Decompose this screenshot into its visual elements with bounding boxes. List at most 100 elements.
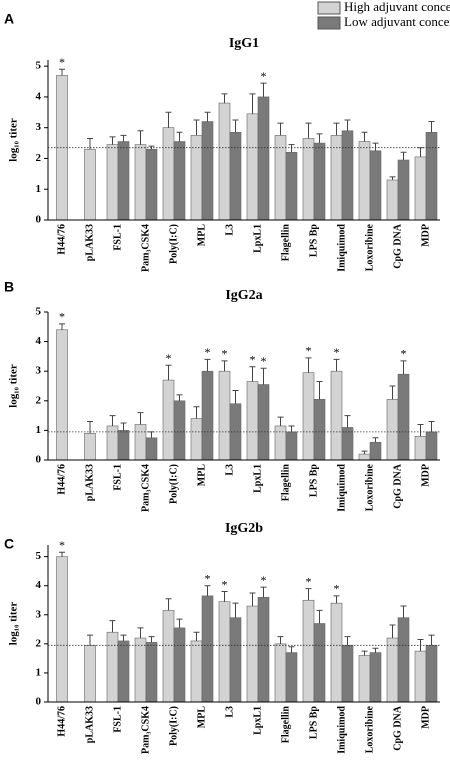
bar	[274, 425, 287, 461]
bar	[190, 640, 203, 703]
error-bar	[400, 151, 407, 160]
error-bar	[221, 591, 228, 602]
bar	[162, 127, 175, 221]
x-tick-label: LPS Bp	[308, 464, 319, 498]
bar	[145, 642, 158, 703]
error-bar	[137, 412, 144, 425]
y-tick-label: 0	[36, 454, 42, 466]
bar	[397, 373, 410, 461]
bar	[369, 150, 382, 221]
error-bar	[204, 358, 211, 372]
bar	[302, 138, 315, 221]
significance-marker: *	[334, 582, 340, 596]
error-bar	[120, 634, 127, 641]
significance-marker: *	[334, 345, 340, 359]
error-bar	[59, 68, 65, 76]
error-bar	[344, 636, 351, 646]
y-tick-label: 5	[36, 306, 42, 318]
x-tick-label: Imiquimod	[336, 706, 347, 754]
error-bar	[305, 122, 312, 139]
bar	[414, 436, 427, 461]
error-bar	[120, 134, 127, 142]
x-tick-label: pLAK33	[84, 464, 95, 501]
bar	[201, 370, 214, 461]
x-tick-label: Pam₃CSK4	[140, 706, 151, 754]
chart-title: IgG1	[229, 36, 259, 51]
bar	[229, 132, 242, 221]
x-tick-label: L3	[224, 224, 235, 236]
error-bar	[372, 437, 379, 443]
error-bar	[148, 636, 155, 643]
y-tick-label: 3	[36, 608, 42, 620]
error-bar	[165, 364, 172, 381]
significance-marker: *	[261, 69, 267, 83]
error-bar	[361, 450, 368, 455]
legend-label: High adjuvant concentration	[344, 0, 450, 14]
bar	[134, 144, 147, 221]
bar	[106, 425, 119, 461]
significance-marker: *	[261, 354, 267, 368]
x-tick-label: FSL-1	[112, 224, 123, 251]
significance-marker: *	[59, 310, 65, 324]
error-bar	[137, 627, 144, 639]
error-bar	[428, 421, 435, 432]
x-tick-label: Loxoribine	[364, 705, 375, 753]
panel-label: B	[4, 279, 14, 295]
error-bar	[120, 422, 127, 431]
error-bar	[400, 605, 407, 618]
bar	[425, 431, 438, 461]
bar	[302, 372, 315, 461]
x-tick-label: pLAK33	[84, 706, 95, 743]
bar	[425, 132, 438, 221]
significance-marker: *	[166, 351, 172, 365]
x-tick-label: MPL	[196, 706, 207, 729]
bar	[313, 399, 326, 461]
bar	[145, 148, 158, 221]
y-tick-label: 2	[36, 394, 42, 406]
error-bar	[277, 636, 284, 644]
bar	[84, 645, 96, 703]
y-tick-label: 4	[36, 90, 42, 102]
error-bar	[288, 646, 295, 653]
y-axis-label: log₁₀ titer	[8, 602, 20, 646]
error-bar	[372, 142, 379, 151]
x-tick-label: LpxL1	[252, 464, 263, 493]
x-tick-label: Poly(I:C)	[168, 464, 179, 504]
x-tick-label: LpxL1	[252, 224, 263, 253]
x-tick-label: Pam₃CSK4	[140, 464, 151, 512]
bar	[313, 623, 326, 703]
error-bar	[260, 367, 267, 385]
error-bar	[389, 176, 396, 180]
error-bar	[316, 609, 323, 624]
bar	[201, 121, 214, 221]
legend-swatch	[317, 16, 341, 30]
bar	[117, 640, 130, 703]
y-tick-label: 5	[36, 550, 42, 562]
x-tick-label: MDP	[420, 224, 431, 247]
significance-marker: *	[205, 571, 211, 585]
panel-label: C	[4, 536, 14, 552]
y-tick-label: 1	[36, 424, 42, 436]
bar	[369, 441, 382, 461]
y-tick-label: 0	[36, 214, 42, 226]
bar	[173, 627, 186, 703]
error-bar	[249, 592, 256, 607]
bar	[386, 637, 399, 703]
bar	[134, 637, 147, 703]
bar	[56, 556, 68, 703]
error-bar	[148, 431, 155, 438]
bar	[173, 141, 186, 221]
x-tick-label: Flagellin	[280, 224, 291, 262]
x-tick-label: FSL-1	[112, 706, 123, 733]
x-tick-label: pLAK33	[84, 224, 95, 261]
bar	[386, 179, 399, 221]
error-bar	[232, 602, 239, 618]
bar	[117, 430, 130, 461]
error-bar	[361, 131, 368, 142]
x-tick-label: Imiquimod	[336, 464, 347, 512]
x-tick-label: L3	[224, 706, 235, 718]
error-bar	[176, 394, 183, 401]
bar	[369, 652, 382, 703]
error-bar	[137, 130, 144, 145]
error-bar	[109, 620, 116, 633]
